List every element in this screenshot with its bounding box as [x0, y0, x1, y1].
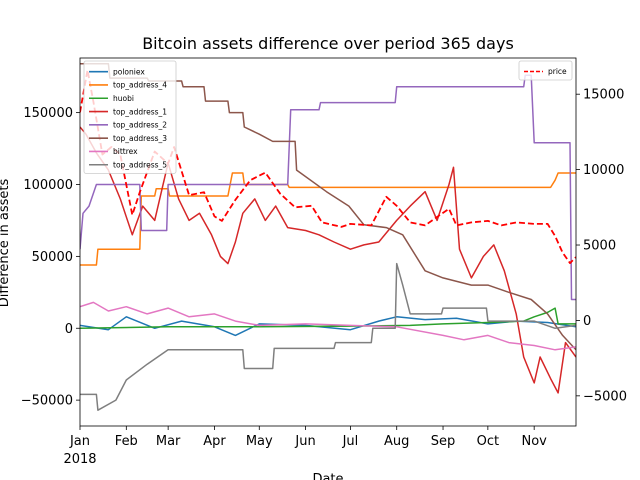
y-tick-label-150000: 150000	[23, 106, 73, 121]
legend-left-label-huobi: huobi	[113, 94, 134, 103]
y-axis-label: Difference in assets	[0, 179, 12, 308]
series-line-top-address-4	[80, 172, 576, 266]
x-tick-label-mar: Mar	[156, 434, 181, 449]
series-layer	[80, 63, 576, 411]
y-tick-label-100000: 100000	[23, 178, 73, 193]
legend-left-label-top-address-3: top_address_3	[113, 134, 167, 143]
x-tick-label-feb: Feb	[115, 434, 138, 449]
y-tick-label-50000: 50000	[32, 250, 73, 265]
legend-left-box	[83, 60, 177, 174]
x-tick-label-nov: Nov	[521, 434, 547, 449]
legend-right-box	[518, 60, 573, 81]
y2-tick-label-10000: 10000	[583, 163, 624, 178]
y2-tick-label-5000: 5000	[583, 239, 616, 254]
x-tick-label-oct: Oct	[477, 434, 499, 449]
y-tick-label-0: 0	[65, 322, 73, 337]
x-axis-label: Date	[312, 472, 343, 480]
legend-right-label-price: price	[548, 67, 567, 76]
x-tick-label-apr: Apr	[203, 434, 226, 449]
series-line-top-address-2	[80, 74, 576, 301]
legend-left-label-top-address-2: top_address_2	[113, 121, 167, 130]
y2-tick-label-0: 0	[583, 314, 591, 329]
series-line-huobi	[80, 307, 576, 330]
y2-tick-label--5000: −5000	[583, 389, 627, 404]
x-tick-sublabel-2018: 2018	[63, 452, 96, 467]
series-line-top-address-5	[80, 262, 576, 411]
y2-tick-label-15000: 15000	[583, 88, 624, 103]
series-line-price	[80, 69, 576, 265]
legend-left-label-top-address-4: top_address_4	[113, 81, 167, 90]
x-tick-label-jan: Jan	[69, 434, 90, 449]
x-tick-label-jun: Jun	[294, 434, 315, 449]
legend-right: price	[518, 60, 573, 81]
legend-left-label-bittrex: bittrex	[113, 147, 138, 156]
legend-left-label-top-address-5: top_address_5	[113, 160, 167, 169]
plot-frame	[79, 57, 577, 427]
x-tick-label-jul: Jul	[342, 434, 359, 449]
axes-layer: Jan 2018 Feb Mar Apr May Jun Jul Aug Sep Oct Nov −50…	[21, 57, 627, 467]
x-tick-label-sep: Sep	[431, 434, 456, 449]
legend-left-label-poloniex: poloniex	[113, 67, 145, 76]
legend-left-label-top-address-1: top_address_1	[113, 107, 167, 116]
y-tick-label--50000: −50000	[21, 394, 73, 409]
chart-title: Bitcoin assets difference over period 36…	[142, 34, 514, 53]
x-tick-label-may: May	[246, 434, 273, 449]
series-line-top-address-3	[80, 63, 576, 351]
series-line-bittrex	[80, 301, 576, 351]
x-tick-label-aug: Aug	[384, 434, 409, 449]
